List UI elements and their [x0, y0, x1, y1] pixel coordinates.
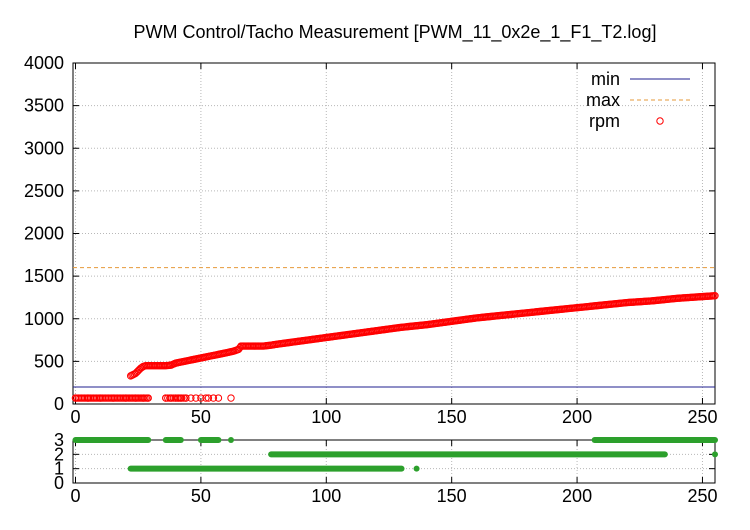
legend-label-min: min [591, 69, 620, 89]
main-y-tick-label: 0 [54, 394, 64, 414]
rpm-point [145, 361, 154, 370]
rpm-point [192, 394, 200, 402]
rpm-point [155, 361, 164, 370]
rpm-point [182, 394, 190, 402]
main-x-tick-label: 150 [437, 407, 467, 427]
sub-y-tick-label: 0 [54, 473, 64, 493]
main-y-tick-label: 2000 [24, 224, 64, 244]
rpm-point [710, 292, 718, 300]
main-y-tick-label: 1000 [24, 309, 64, 329]
main-y-tick-label: 1500 [24, 266, 64, 286]
main-y-tick-label: 4000 [24, 53, 64, 73]
sub-x-tick-label: 50 [191, 486, 211, 506]
main-panel: 0 50 100 150 200 2500500100015002000250030003… [24, 53, 719, 427]
series-points-rpm [71, 292, 719, 402]
main-y-tick-label: 3000 [24, 138, 64, 158]
rpm-point [150, 361, 159, 370]
rpm-point [227, 394, 235, 402]
rpm-point [133, 368, 141, 376]
chart-title: PWM Control/Tacho Measurement [PWM_11_0x… [134, 22, 657, 43]
sub-x-tick-label: 150 [437, 486, 467, 506]
main-x-tick-label: 200 [562, 407, 592, 427]
main-x-tick-label: 50 [191, 407, 211, 427]
rpm-point [144, 394, 152, 402]
sub-x-tick-label: 100 [311, 486, 341, 506]
rpm-point [197, 394, 205, 402]
rpm-point [135, 365, 144, 374]
main-x-tick-label: 100 [311, 407, 341, 427]
sub-y-tick-label: 2 [54, 444, 64, 464]
rpm-point [209, 394, 218, 402]
sub-y-tick-label: 3 [54, 430, 64, 450]
main-y-tick-label: 500 [34, 351, 64, 371]
legend-label-max: max [586, 90, 620, 110]
main-x-tick-label: 250 [687, 407, 717, 427]
state-point [227, 437, 234, 443]
state-point [712, 451, 718, 458]
main-y-tick-label: 2500 [24, 181, 64, 201]
rpm-point [140, 362, 149, 370]
rpm-point [233, 346, 241, 354]
main-y-tick-label: 3500 [24, 96, 64, 116]
rpm-point [214, 394, 223, 402]
rpm-point [180, 394, 188, 402]
state-point [413, 465, 420, 472]
main-x-tick-label: 0 [71, 407, 81, 427]
rpm-point [160, 361, 169, 370]
rpm-point [266, 341, 274, 350]
legend-label-rpm: rpm [589, 111, 620, 131]
rpm-point [202, 394, 210, 402]
sub-x-tick-label: 200 [562, 486, 592, 506]
rpm-point [187, 394, 195, 402]
sub-x-tick-label: 0 [71, 486, 81, 506]
legend-swatch-rpm [656, 117, 664, 125]
rpm-point [204, 394, 213, 402]
rpm-point [178, 394, 186, 402]
state-points [72, 437, 718, 472]
sub-x-tick-label: 250 [687, 486, 717, 506]
sub-y-tick-label: 1 [54, 459, 64, 479]
sub-plot-frame [72, 439, 716, 484]
